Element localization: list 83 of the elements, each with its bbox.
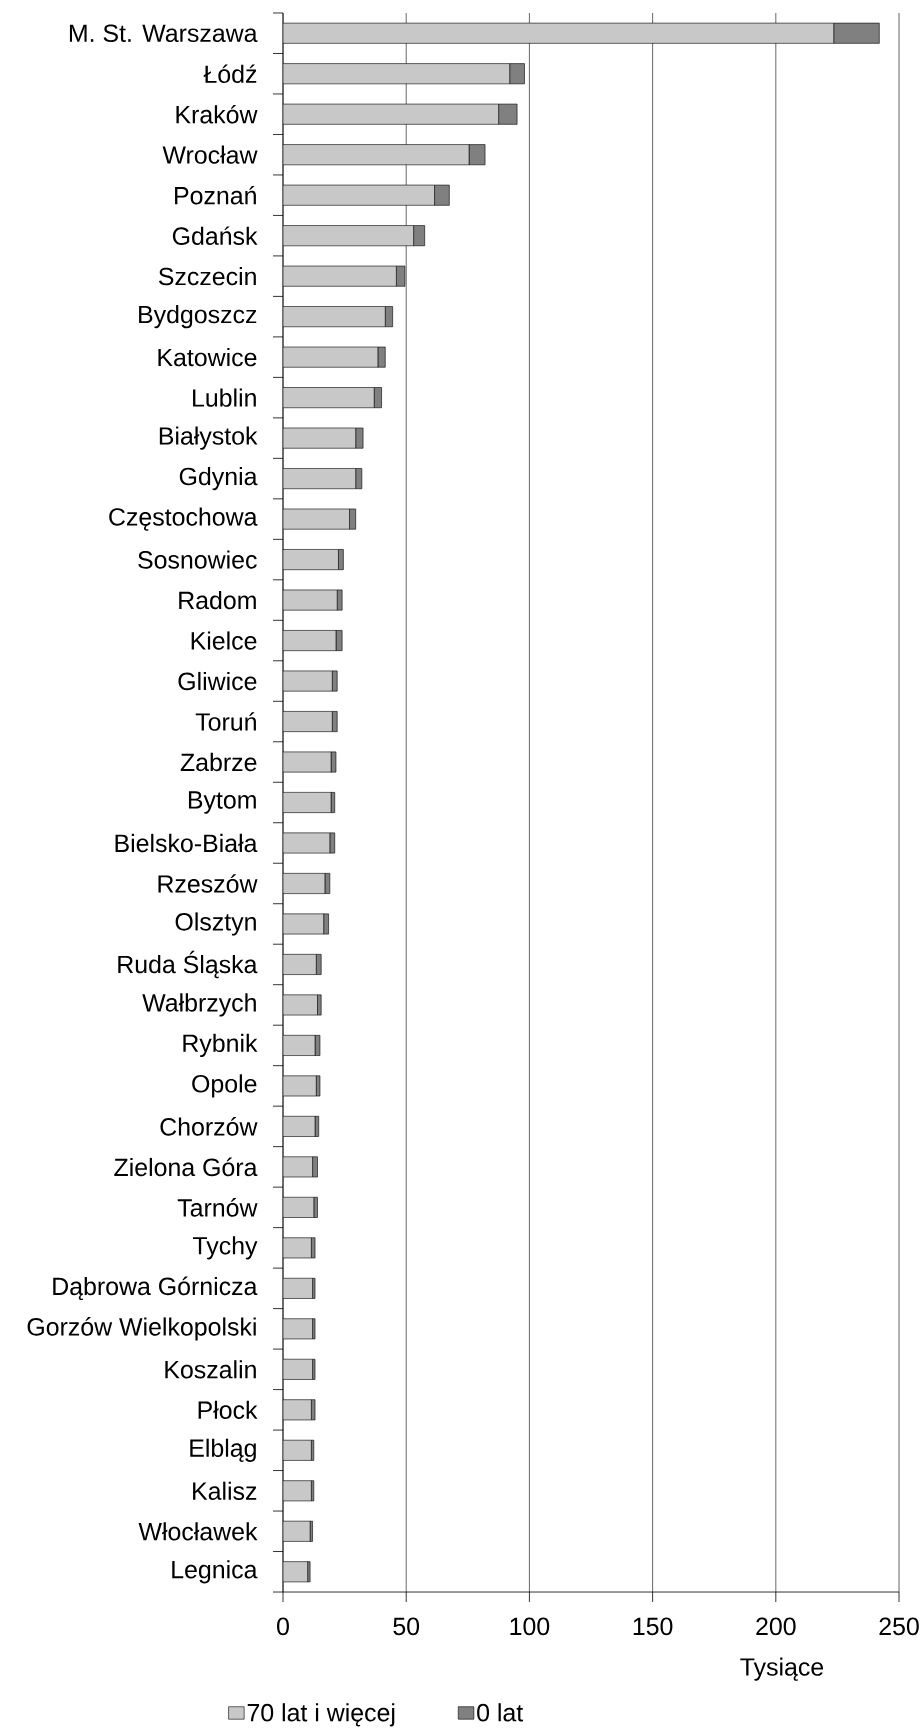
bar: [283, 306, 386, 328]
y-tick-label: Tychy: [192, 1236, 258, 1260]
y-tick-label: Dąbrowa Górnicza: [53, 1276, 258, 1301]
y-tick-label: Kielce: [191, 631, 257, 650]
x-tick-label: 150: [633, 1617, 673, 1636]
y-tick-label: Bytom: [188, 791, 256, 814]
y-tick-label: Gliwice: [178, 671, 257, 691]
y-tick-label: Ruda Śląska: [118, 950, 258, 979]
legend-label: 70 lat i więcej: [247, 1703, 395, 1727]
bar: [283, 144, 470, 166]
y-tick-label: Zabrze: [180, 752, 257, 772]
y-tick-label: Opole: [192, 1074, 257, 1098]
bar: [313, 1196, 318, 1218]
y-tick-label: Rybnik: [183, 1033, 258, 1058]
bar: [355, 427, 364, 449]
x-tick-label: 250: [879, 1617, 919, 1636]
y-tick-label: Wrocław: [162, 145, 258, 164]
bar: [283, 468, 356, 490]
bar: [434, 184, 450, 206]
y-tick-label: Bielsko-Biała: [115, 833, 258, 853]
bar: [283, 387, 375, 409]
y-tick-label: Katowice: [158, 347, 257, 367]
y-tick-label: M. St. Warszawa: [69, 24, 258, 43]
bar: [283, 589, 338, 611]
y-tick-label: Tarnów: [177, 1198, 258, 1217]
y-tick-label: Bydgoszcz: [139, 305, 257, 329]
y-tick-label: Lublin: [193, 388, 256, 407]
bar: [283, 711, 333, 732]
bar: [329, 832, 336, 854]
y-tick-label: Radom: [179, 590, 256, 610]
bar: [283, 670, 333, 692]
y-tick-label: Białystok: [159, 426, 258, 450]
bar: [283, 954, 317, 975]
bar: [498, 103, 518, 125]
bar: [283, 1075, 317, 1097]
bar: [283, 508, 350, 530]
bar: [283, 792, 332, 813]
bar: [312, 1156, 318, 1178]
y-tick-label: Zielona Góra: [114, 1157, 258, 1177]
bar: [323, 913, 329, 935]
bar: [283, 427, 356, 449]
bar: [283, 346, 379, 368]
bar: [283, 549, 339, 570]
y-tick-label: Koszalin: [165, 1360, 256, 1379]
y-tick-label: Wałbrzych: [142, 993, 256, 1017]
bar: [283, 184, 435, 206]
legend-label: 0 lat: [477, 1703, 524, 1722]
y-tick-label: Chorzów: [160, 1117, 258, 1136]
bar: [468, 144, 486, 166]
y-tick-label: Olsztyn: [175, 912, 256, 936]
bar: [413, 225, 425, 247]
y-tick-label: Płock: [198, 1400, 258, 1419]
x-tick-label: 50: [393, 1617, 420, 1636]
bar: [283, 22, 835, 44]
y-tick-label: Rzeszów: [158, 874, 258, 893]
x-tick-label: 0: [277, 1617, 289, 1636]
bar: [283, 63, 510, 85]
y-tick-label: Częstochowa: [109, 507, 258, 531]
y-tick-label: Włocławek: [138, 1522, 258, 1541]
x-tick-label: 200: [756, 1617, 796, 1636]
y-tick-label: Toruń: [195, 712, 256, 731]
y-tick-label: Gorzów Wielkopolski: [27, 1317, 256, 1341]
bar: [283, 265, 397, 287]
y-tick-label: Sosnowiec: [138, 550, 257, 569]
y-tick-label: Gdynia: [179, 466, 258, 491]
x-tick-label: 100: [510, 1617, 550, 1636]
y-tick-label: Legnica: [172, 1560, 258, 1584]
bar: [283, 225, 414, 247]
bar: [355, 468, 363, 490]
bar: [509, 63, 525, 85]
y-tick-label: Kalisz: [193, 1481, 257, 1500]
bar: [283, 103, 499, 125]
bar: [283, 630, 337, 651]
y-tick-label: Gdańsk: [172, 226, 258, 245]
y-tick-label: Łódź: [203, 64, 257, 84]
bar: [283, 913, 324, 935]
bar: [283, 994, 318, 1016]
x-axis-title: Tysiące: [740, 1657, 824, 1681]
bar: [283, 873, 326, 894]
y-tick-label: Poznań: [175, 185, 256, 205]
y-tick-label: Elbląg: [190, 1438, 256, 1462]
y-tick-label: Szczecin: [158, 267, 256, 286]
y-tick-label: Kraków: [176, 104, 258, 124]
